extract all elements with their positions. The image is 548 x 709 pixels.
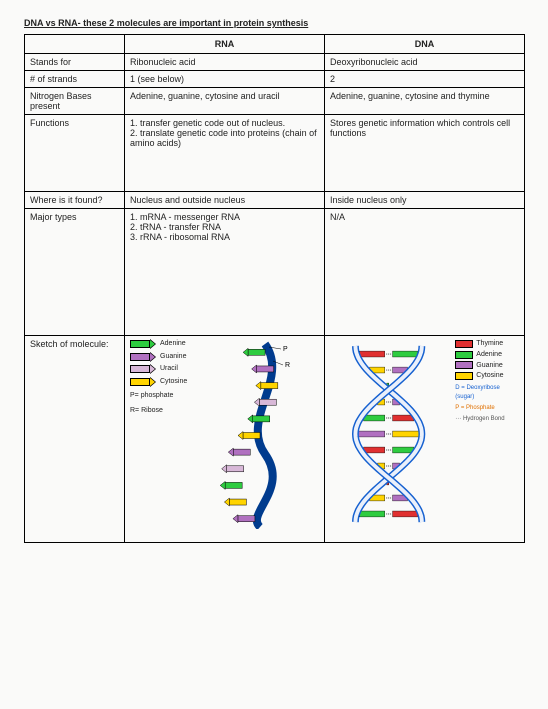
row-label: Nitrogen Bases present — [25, 88, 125, 115]
cell-rna: 1. mRNA - messenger RNA 2. tRNA - transf… — [125, 209, 325, 336]
legend-swatch — [455, 340, 473, 348]
legend-row: Guanine — [455, 361, 519, 371]
cell-dna: Deoxyribonucleic acid — [325, 54, 525, 71]
cell-dna: Stores genetic information which control… — [325, 115, 525, 192]
cell-dna: Inside nucleus only — [325, 192, 525, 209]
cell-dna: Adenine, guanine, cytosine and thymine — [325, 88, 525, 115]
legend-label: Adenine — [476, 350, 502, 360]
legend-note: R= Ribose — [130, 406, 187, 417]
legend-row: Cytosine — [130, 377, 187, 388]
legend-note: P = Phosphate — [455, 404, 519, 412]
th-rna: RNA — [125, 35, 325, 54]
legend-swatch — [130, 365, 156, 373]
rna-sketch-cell: Adenine GuanineUracil Cytosine P= phosphate… — [125, 336, 325, 543]
legend-label: Guanine — [160, 352, 186, 363]
legend-row: Guanine — [130, 352, 187, 363]
cell-rna: 1. transfer genetic code out of nucleus.… — [125, 115, 325, 192]
legend-label: Adenine — [160, 339, 186, 350]
row-label: Major types — [25, 209, 125, 336]
svg-text:P: P — [283, 346, 288, 353]
legend-row: Cytosine — [455, 371, 519, 381]
legend-note: P= phosphate — [130, 391, 187, 402]
row-label: Functions — [25, 115, 125, 192]
legend-label: Cytosine — [160, 377, 187, 388]
legend-note: ··· Hydrogen Bond — [455, 415, 519, 423]
legend-label: Uracil — [160, 364, 178, 375]
svg-text:R: R — [285, 362, 290, 369]
legend-row: Uracil — [130, 364, 187, 375]
cell-rna: Nucleus and outside nucleus — [125, 192, 325, 209]
legend-note: D = Deoxyribose (sugar) — [455, 384, 519, 401]
th-blank — [25, 35, 125, 54]
legend-row: Thymine — [455, 339, 519, 349]
legend-swatch — [130, 353, 156, 361]
legend-label: Guanine — [476, 361, 502, 371]
cell-rna: Adenine, guanine, cytosine and uracil — [125, 88, 325, 115]
row-label: Where is it found? — [25, 192, 125, 209]
cell-rna: Ribonucleic acid — [125, 54, 325, 71]
cell-dna: 2 — [325, 71, 525, 88]
legend-label: Cytosine — [476, 371, 503, 381]
row-label: # of strands — [25, 71, 125, 88]
legend-row: Adenine — [455, 350, 519, 360]
legend-swatch — [130, 378, 156, 386]
cell-dna: N/A — [325, 209, 525, 336]
cell-rna: 1 (see below) — [125, 71, 325, 88]
legend-swatch — [455, 351, 473, 359]
comparison-table: RNA DNA Stands for Ribonucleic acid Deox… — [24, 34, 525, 543]
dna-molecule — [330, 339, 447, 529]
legend-row: Adenine — [130, 339, 187, 350]
dna-sketch-cell: ThymineAdenineGuanineCytosine D = Deoxyri… — [325, 336, 525, 543]
row-label: Stands for — [25, 54, 125, 71]
page-title: DNA vs RNA- these 2 molecules are import… — [24, 18, 524, 28]
row-label: Sketch of molecule: — [25, 336, 125, 543]
rna-legend: Adenine GuanineUracil Cytosine P= phosphate… — [130, 339, 187, 416]
legend-swatch — [455, 372, 473, 380]
dna-legend: ThymineAdenineGuanineCytosine D = Deoxyri… — [455, 339, 519, 424]
legend-swatch — [455, 361, 473, 369]
legend-label: Thymine — [476, 339, 503, 349]
rna-molecule: PR — [195, 339, 295, 529]
th-dna: DNA — [325, 35, 525, 54]
legend-swatch — [130, 340, 156, 348]
